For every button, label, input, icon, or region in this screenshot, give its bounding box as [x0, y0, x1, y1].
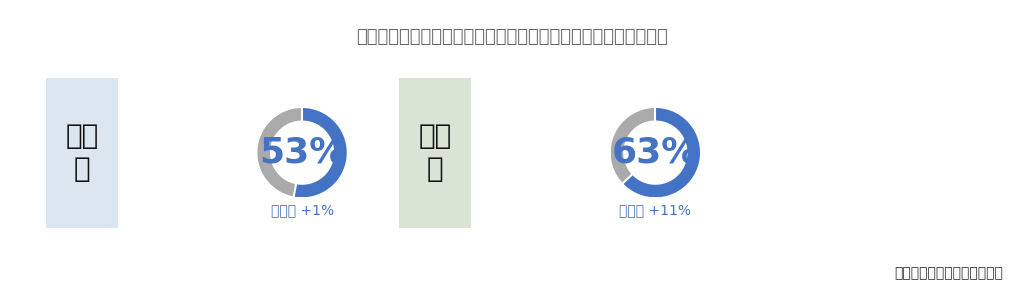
Text: 全国比 +1%: 全国比 +1% [270, 204, 334, 217]
Text: 奈良
県: 奈良 県 [66, 122, 98, 183]
Text: 53%: 53% [259, 136, 345, 170]
Polygon shape [610, 108, 655, 183]
Polygon shape [623, 108, 700, 197]
Text: 北海
道: 北海 道 [419, 122, 452, 183]
Text: 教員と保護者間の連絡のデジタル化【調査・アンケートの実施】: 教員と保護者間の連絡のデジタル化【調査・アンケートの実施】 [356, 28, 668, 46]
Polygon shape [257, 108, 302, 196]
Text: 全国比 +11%: 全国比 +11% [620, 204, 691, 217]
FancyBboxPatch shape [397, 70, 473, 235]
Polygon shape [294, 108, 347, 197]
Text: 63%: 63% [612, 136, 698, 170]
Text: 半分以上がデジタル化の割合: 半分以上がデジタル化の割合 [895, 267, 1004, 281]
FancyBboxPatch shape [44, 70, 120, 235]
